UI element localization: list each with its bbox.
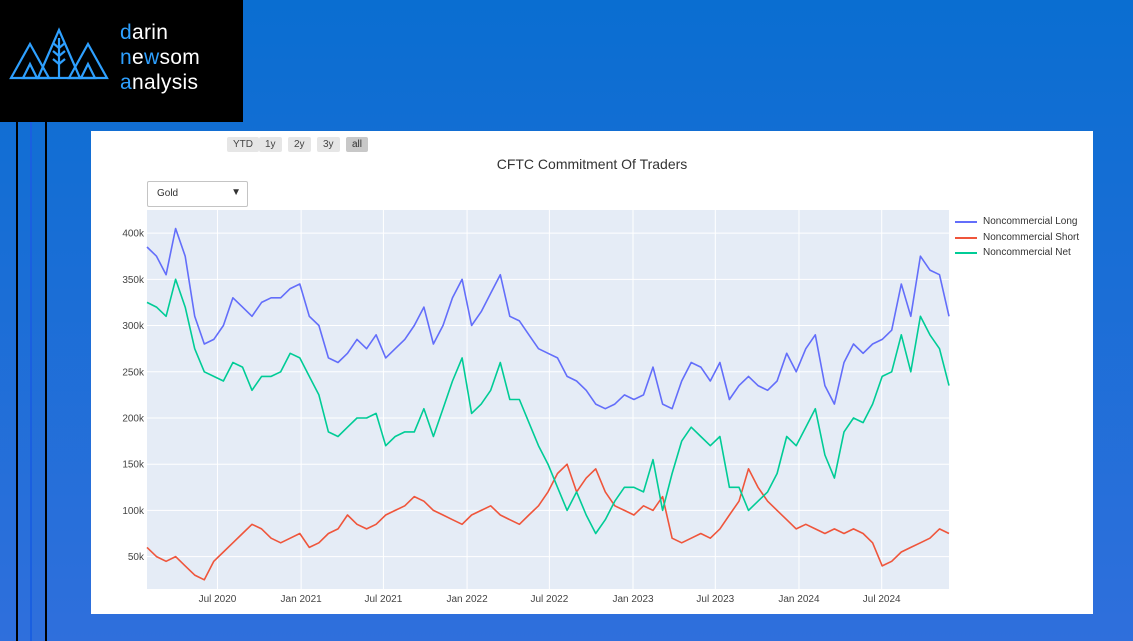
x-tick-label: Jan 2022 bbox=[446, 594, 488, 605]
x-tick-label: Jan 2023 bbox=[612, 594, 654, 605]
logo-line1-rest: arin bbox=[131, 21, 169, 44]
logo-line3-rest: nalysis bbox=[131, 71, 199, 94]
commodity-dropdown[interactable]: Gold ▼ bbox=[147, 181, 248, 207]
x-tick-label: Jan 2021 bbox=[281, 594, 323, 605]
legend-swatch-short bbox=[955, 236, 977, 239]
x-tick-label: Jul 2022 bbox=[530, 594, 568, 605]
x-tick-label: Jan 2024 bbox=[778, 594, 820, 605]
y-tick-label: 100k bbox=[122, 506, 145, 517]
logo-text: darin newsom analysis bbox=[120, 20, 200, 95]
dropdown-arrow-icon: ▼ bbox=[231, 187, 241, 198]
y-tick-label: 50k bbox=[128, 552, 145, 563]
y-tick-label: 400k bbox=[122, 229, 145, 240]
series-line-noncommercial-short bbox=[146, 463, 950, 581]
range-button-2y[interactable]: 2y bbox=[288, 137, 311, 152]
range-button-all[interactable]: all bbox=[346, 137, 369, 152]
series-line-noncommercial-net bbox=[146, 278, 950, 535]
legend-swatch-net bbox=[955, 252, 977, 254]
x-tick-label: Jul 2024 bbox=[863, 594, 901, 605]
line-chart: 50k 100k 150k 200k 250k 300k 350k 400k Jul 2020 J… bbox=[122, 210, 950, 605]
logo-line3-initial: a bbox=[120, 71, 132, 94]
legend-label-long: Noncommercial Long bbox=[983, 216, 1078, 227]
range-button-ytd[interactable]: YTD bbox=[227, 137, 259, 152]
series-line-noncommercial-long bbox=[146, 227, 950, 410]
y-tick-label: 200k bbox=[122, 413, 145, 424]
y-tick-label: 350k bbox=[122, 275, 145, 286]
logo-line2-initial: n bbox=[120, 46, 132, 69]
decor-line-1 bbox=[16, 122, 18, 641]
legend-label-net: Noncommercial Net bbox=[983, 247, 1071, 258]
chart-card: YTD 1y 2y 3y all CFTC Commitment Of Trad… bbox=[91, 131, 1093, 614]
y-tick-label: 250k bbox=[122, 367, 145, 378]
decor-line-2 bbox=[30, 122, 32, 641]
logo-line2-rest: som bbox=[159, 46, 201, 69]
dropdown-selected-value: Gold bbox=[157, 188, 179, 199]
range-button-3y[interactable]: 3y bbox=[317, 137, 340, 152]
legend-swatch-long bbox=[955, 221, 977, 223]
y-tick-label: 150k bbox=[122, 460, 145, 471]
logo-line2-w: w bbox=[143, 46, 160, 69]
x-tick-label: Jul 2023 bbox=[696, 594, 734, 605]
x-tick-label: Jul 2020 bbox=[199, 594, 237, 605]
range-button-1y[interactable]: 1y bbox=[259, 137, 282, 152]
decor-line-3 bbox=[45, 122, 47, 641]
logo: darin newsom analysis bbox=[0, 0, 243, 122]
plot-area bbox=[147, 210, 949, 589]
x-tick-label: Jul 2021 bbox=[365, 594, 403, 605]
y-tick-label: 300k bbox=[122, 321, 145, 332]
chart-title: CFTC Commitment Of Traders bbox=[496, 156, 688, 172]
legend-label-short: Noncommercial Short bbox=[983, 231, 1080, 243]
logo-line2-mid: e bbox=[131, 46, 144, 69]
logo-line1-initial: d bbox=[120, 21, 132, 44]
mountain-wheat-logo-icon bbox=[9, 27, 109, 80]
